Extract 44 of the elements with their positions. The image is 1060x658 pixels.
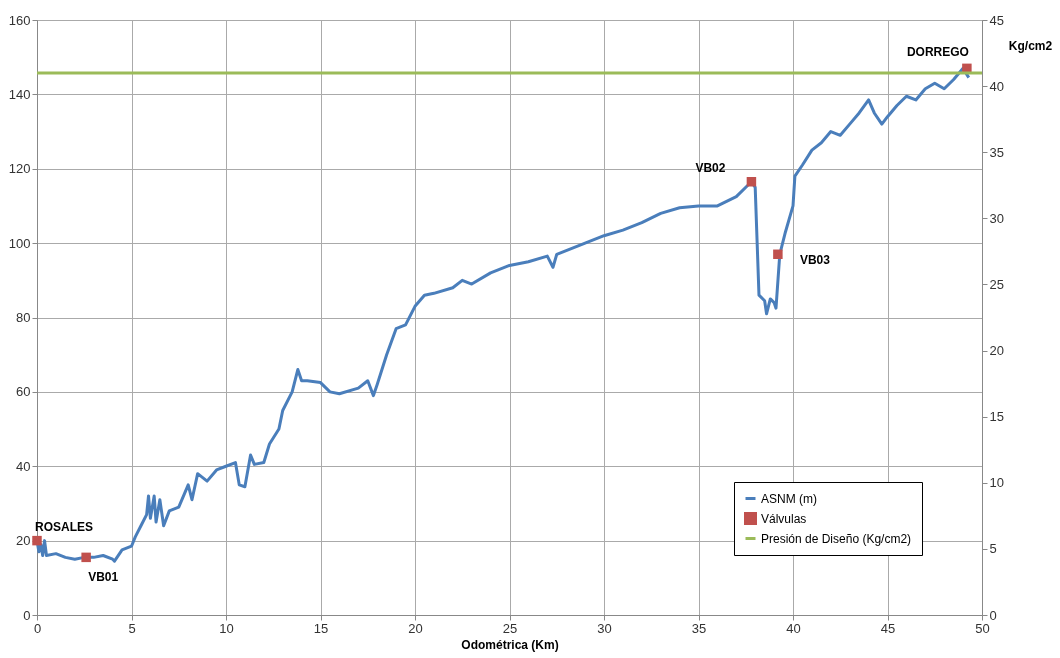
y2-tick-label: 25 (989, 276, 1004, 292)
y-tick-label: 40 (16, 458, 31, 474)
x-tick-label: 15 (313, 620, 329, 636)
y-tick-label: 100 (8, 235, 31, 251)
point (746, 177, 757, 187)
annotation: VB01 (88, 570, 119, 585)
x-tick-label: 10 (219, 620, 234, 636)
legend-label: Válvulas (761, 511, 807, 526)
y2-tick-label: 40 (989, 78, 1004, 94)
point (32, 535, 42, 546)
x-axis-title: Odométrica (Km) (461, 637, 559, 652)
annotation: VB02 (695, 160, 726, 175)
annotation: ROSALES (35, 519, 94, 534)
x-tick-label: 45 (880, 620, 896, 636)
legend-label: Presión de Diseño (Kg/cm2) (761, 531, 912, 546)
y2-axis-title: Kg/cm2 (1008, 38, 1053, 53)
y2-tick-label: 15 (989, 409, 1004, 425)
x-tick-label: 35 (691, 620, 707, 636)
y-tick-label: 140 (8, 86, 31, 102)
y2-tick-label: 30 (989, 210, 1004, 226)
x-tick-label: 30 (597, 620, 612, 636)
point (81, 552, 91, 563)
y2-tick-label: 45 (989, 12, 1004, 28)
y2-tick-label: 0 (989, 607, 997, 623)
y-tick-label: 160 (8, 12, 31, 28)
legend-label: ASNM (m) (761, 491, 817, 506)
y-tick-label: 0 (23, 607, 31, 623)
x-tick-label: 50 (975, 620, 990, 636)
x-tick-label: 40 (786, 620, 801, 636)
point (773, 249, 783, 260)
x-tick-label: 5 (128, 620, 136, 636)
y-tick-label: 60 (16, 384, 31, 400)
y2-tick-label: 35 (989, 144, 1004, 160)
x-tick-label: 25 (502, 620, 518, 636)
annotation: VB03 (799, 253, 831, 268)
y-tick-label: 20 (16, 533, 31, 549)
y2-tick-label: 5 (989, 541, 997, 557)
annotation: DORREGO (906, 45, 969, 60)
y-tick-label: 80 (16, 310, 31, 325)
y-tick-label: 120 (8, 161, 31, 177)
y2-tick-label: 20 (989, 343, 1004, 359)
y2-tick-label: 10 (989, 475, 1004, 491)
x-tick-label: 0 (33, 620, 42, 636)
x-tick-label: 20 (408, 620, 423, 636)
